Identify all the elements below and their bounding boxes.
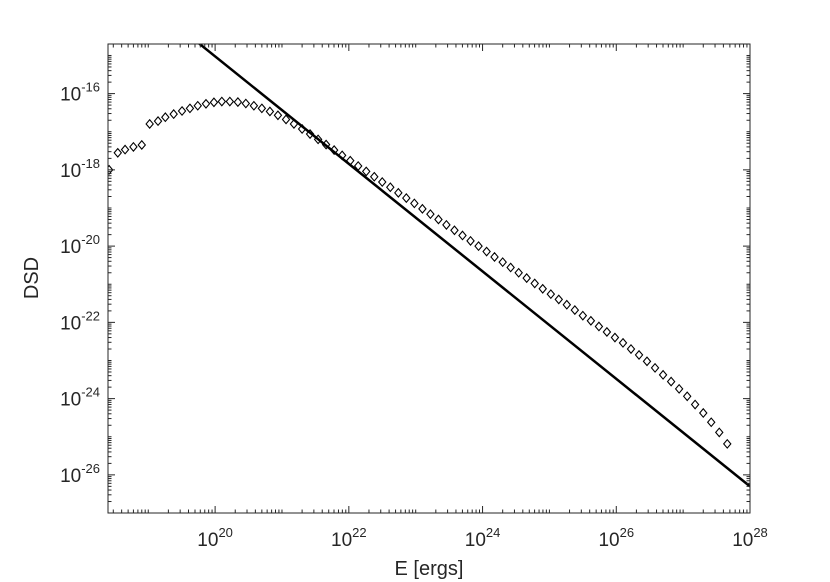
- data-point: [434, 214, 443, 225]
- data-point: [634, 349, 644, 360]
- y-tick-label: 10-24: [60, 385, 100, 411]
- x-axis-title: E [ergs]: [395, 558, 464, 580]
- data-point: [273, 110, 283, 121]
- data-point: [410, 198, 419, 209]
- data-point: [225, 96, 235, 107]
- data-point: [642, 356, 652, 367]
- data-point: [281, 114, 291, 125]
- data-point: [361, 166, 371, 177]
- x-tick-label: 1026: [598, 525, 634, 551]
- data-point: [466, 235, 475, 246]
- data-point: [690, 399, 700, 410]
- data-point: [120, 144, 130, 155]
- data-point: [594, 321, 604, 332]
- y-tick-label: 10-22: [60, 308, 100, 334]
- data-point: [722, 438, 732, 449]
- x-tick-label: 1020: [197, 525, 233, 551]
- data-point: [161, 112, 170, 123]
- data-point: [137, 139, 147, 151]
- plot-frame: [107, 43, 751, 514]
- data-point: [514, 267, 523, 278]
- data-point: [602, 326, 612, 338]
- data-point: [185, 103, 195, 114]
- data-point: [698, 407, 708, 419]
- data-point: [249, 100, 259, 111]
- data-point: [177, 105, 187, 117]
- data-point: [418, 203, 427, 214]
- data-point: [113, 147, 123, 158]
- data-point: [474, 241, 483, 252]
- data-point: [209, 97, 219, 108]
- data-point: [369, 171, 379, 182]
- data-point: [169, 109, 178, 120]
- data-point: [450, 225, 459, 236]
- data-point: [402, 193, 411, 204]
- data-point: [129, 141, 138, 152]
- data-point: [522, 273, 531, 284]
- data-point: [490, 251, 499, 262]
- data-point: [554, 294, 564, 305]
- data-point: [153, 116, 163, 127]
- data-point: [586, 315, 596, 326]
- y-tick-label: 10-26: [60, 461, 100, 487]
- data-point: [674, 383, 684, 394]
- data-point: [482, 246, 491, 257]
- data-point: [265, 106, 275, 117]
- data-point: [546, 289, 556, 300]
- data-point: [257, 103, 267, 114]
- data-point: [386, 182, 395, 193]
- data-point: [610, 332, 620, 343]
- data-point: [626, 343, 636, 355]
- tick-marks: [108, 43, 751, 514]
- data-point: [618, 337, 628, 348]
- data-point: [562, 299, 572, 310]
- x-tick-label: 1024: [465, 525, 501, 551]
- x-tick-label: 1022: [331, 525, 367, 551]
- data-point: [498, 257, 507, 268]
- data-point: [666, 376, 676, 387]
- data-point: [394, 187, 403, 198]
- y-tick-label: 10-16: [60, 80, 100, 106]
- data-point: [233, 97, 243, 108]
- data-point: [377, 176, 387, 188]
- data-point: [217, 96, 227, 107]
- data-point: [570, 305, 580, 316]
- data-point: [658, 369, 668, 380]
- x-tick-labels: 1020 1022 1024 1026 1028: [197, 525, 767, 551]
- y-axis-title: DSD: [21, 257, 43, 299]
- data-point: [682, 391, 692, 402]
- data-point: [201, 98, 211, 109]
- data-point: [241, 98, 251, 109]
- data-point: [578, 310, 588, 321]
- data-point: [650, 362, 660, 373]
- y-tick-label: 10-18: [60, 156, 100, 182]
- data-point: [538, 283, 548, 294]
- data-point: [442, 219, 451, 230]
- data-point: [530, 278, 540, 289]
- data-point: [426, 209, 435, 220]
- fit-line: [197, 44, 750, 488]
- data-point: [714, 427, 724, 438]
- x-tick-label: 1028: [732, 525, 768, 551]
- data-point: [193, 100, 203, 111]
- y-tick-label: 10-20: [60, 232, 100, 258]
- y-tick-labels: 10-16 10-18 10-20 10-22 10-24 10-26: [60, 80, 100, 487]
- data-point: [145, 118, 154, 129]
- data-point: [506, 262, 515, 273]
- data-point: [458, 230, 467, 241]
- data-point: [706, 417, 716, 428]
